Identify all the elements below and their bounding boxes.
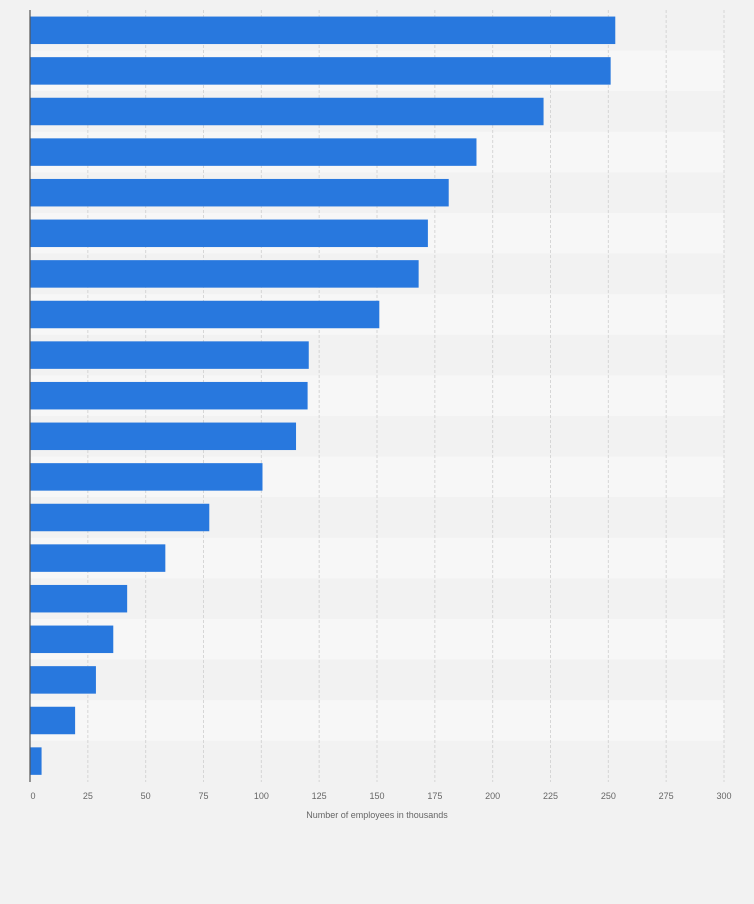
bar[interactable]	[30, 138, 477, 166]
x-tick-label: 200	[485, 791, 500, 801]
x-tick-label: 175	[427, 791, 442, 801]
bar[interactable]	[30, 300, 380, 329]
bars	[30, 16, 616, 775]
x-tick-label: 75	[198, 791, 208, 801]
bar[interactable]	[30, 381, 308, 410]
x-tick-label: 150	[369, 791, 384, 801]
bar[interactable]	[30, 16, 616, 45]
bar[interactable]	[30, 422, 297, 451]
bar[interactable]	[30, 57, 611, 85]
bar[interactable]	[30, 625, 114, 654]
bar[interactable]	[30, 97, 544, 126]
bar[interactable]	[30, 463, 263, 491]
bar[interactable]	[30, 666, 96, 694]
x-tick-label: 225	[543, 791, 558, 801]
x-tick-label: 25	[83, 791, 93, 801]
x-tick-label: 50	[141, 791, 151, 801]
x-axis-label: Number of employees in thousands	[306, 810, 448, 820]
bar[interactable]	[30, 503, 210, 532]
x-tick-label: 125	[312, 791, 327, 801]
bar[interactable]	[30, 341, 309, 369]
bar[interactable]	[30, 747, 42, 775]
x-tick-label: 275	[659, 791, 674, 801]
x-tick-label: 250	[601, 791, 616, 801]
bar[interactable]	[30, 260, 419, 288]
x-tick-label: 100	[254, 791, 269, 801]
x-tick-label: 300	[716, 791, 731, 801]
x-tick-label: 0	[30, 791, 35, 801]
bar[interactable]	[30, 219, 428, 248]
bar[interactable]	[30, 584, 128, 613]
bar[interactable]	[30, 544, 166, 572]
bar[interactable]	[30, 178, 449, 207]
bar[interactable]	[30, 706, 76, 735]
x-tick-labels: 0 25 50 75 100 125 150 175 200 225 250 275 300	[30, 791, 731, 801]
